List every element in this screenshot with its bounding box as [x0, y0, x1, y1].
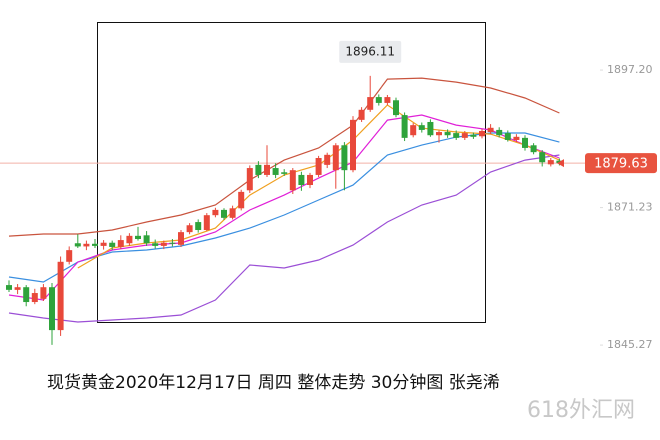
candle-body [367, 97, 374, 110]
candle-body [410, 125, 417, 136]
candle-body [246, 168, 253, 191]
candle-body [74, 243, 81, 247]
candle-body [539, 152, 546, 163]
highlight-box [97, 22, 486, 323]
candle-body [83, 243, 90, 247]
last-price-label: 1879.63 [594, 157, 648, 172]
candle-body [487, 127, 494, 133]
candle-body [513, 136, 520, 140]
candle-body [126, 235, 133, 244]
y-tick-label: 1845.27 [607, 338, 653, 351]
candle-body [401, 115, 408, 138]
indicator-line [8, 77, 560, 237]
candle-body [195, 222, 202, 231]
indicator-line [8, 154, 560, 323]
candle-body [427, 121, 434, 136]
candle-body [393, 100, 399, 116]
last-price-marker [557, 159, 564, 168]
candle-body [229, 208, 236, 218]
candle-body [547, 160, 554, 165]
candle-body [315, 157, 322, 175]
candle-body [298, 174, 305, 185]
marks: 1897.20 1871.23 1845.27 [0, 63, 653, 351]
candle-body [135, 235, 141, 240]
candle-body [341, 145, 348, 171]
candle-body [453, 133, 460, 138]
candle-body [160, 242, 167, 246]
candle-body [221, 209, 227, 218]
candle-body [66, 250, 73, 262]
candle-body [203, 215, 210, 231]
candle-body [14, 287, 21, 290]
candle-body [436, 132, 442, 136]
candle-body [255, 164, 262, 175]
candle-body [92, 243, 98, 246]
candle-body [23, 287, 30, 303]
candle-body [461, 133, 468, 138]
candle-body [57, 261, 64, 331]
candle-body [504, 133, 511, 140]
candle-body [117, 240, 124, 247]
candle-body [479, 130, 485, 137]
candle-body [281, 172, 288, 174]
candle-body [212, 209, 219, 216]
candle-body [418, 125, 425, 130]
candle-body [530, 145, 537, 153]
candle-body [496, 129, 503, 136]
candle-body [350, 119, 356, 171]
annotation-box [339, 40, 402, 63]
candle-body [40, 287, 47, 299]
candle-body [264, 164, 270, 175]
y-tick-label: 1871.23 [607, 201, 653, 214]
last-price-box [585, 153, 657, 174]
candle-body [178, 232, 184, 245]
candle-body [169, 242, 176, 244]
candle-body [384, 97, 391, 103]
candle-body [289, 170, 296, 191]
chart-title: 现货黄金2020年12月17日 周四 整体走势 30分钟图 张尧浠 [47, 373, 500, 393]
candle-body [272, 168, 279, 175]
watermark: 618外汇网 [527, 398, 635, 423]
candle-body [31, 293, 38, 303]
peak-annotation: 1896.11 [345, 44, 395, 58]
candle-body [186, 225, 193, 233]
candle-body [152, 243, 159, 246]
candle-body [109, 242, 116, 247]
candle-body [444, 132, 451, 136]
candle-body [49, 287, 55, 331]
y-tick-label: 1897.20 [607, 63, 653, 76]
candle-body [143, 235, 150, 244]
candle-body [358, 109, 365, 120]
candle-body [470, 134, 477, 137]
candle-body [238, 191, 245, 209]
candle-body [375, 97, 382, 103]
candle-body [522, 137, 528, 148]
candle-body [6, 285, 12, 290]
candle-body [324, 154, 331, 165]
candle-body [307, 174, 313, 185]
candle-body [332, 145, 339, 171]
candle-body [100, 242, 107, 246]
